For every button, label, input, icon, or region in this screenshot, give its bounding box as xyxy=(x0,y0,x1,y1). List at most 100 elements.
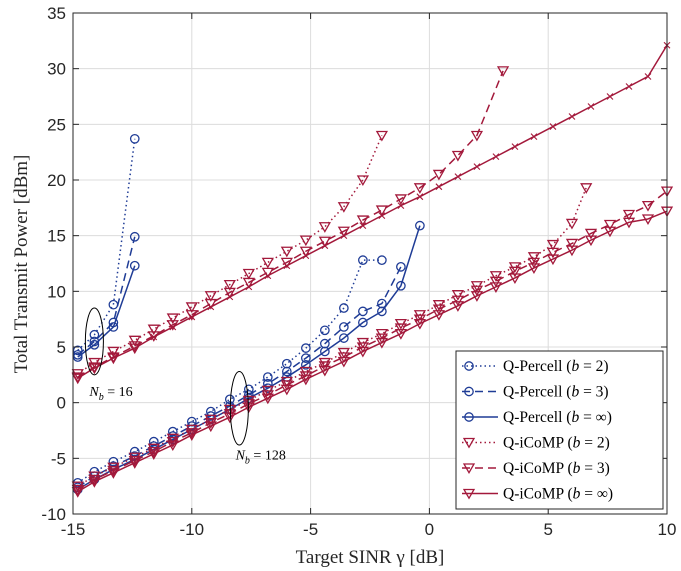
data-point xyxy=(584,228,598,240)
cross-stroke xyxy=(511,143,519,150)
data-point xyxy=(549,123,557,130)
data-point xyxy=(107,353,120,365)
data-point xyxy=(489,276,503,288)
data-point xyxy=(89,329,100,340)
cross-stroke xyxy=(226,293,234,301)
data-point xyxy=(223,280,236,291)
data-point xyxy=(644,73,652,80)
series-line xyxy=(77,236,136,356)
data-point xyxy=(508,273,522,285)
data-point xyxy=(511,143,519,150)
data-point xyxy=(397,202,405,209)
legend-item: Q-iCoMP (b = 3) xyxy=(462,460,610,477)
series-Nb16-percell-2 xyxy=(72,133,140,356)
data-point xyxy=(88,471,101,483)
y-tick-label: 15 xyxy=(47,227,66,246)
data-point xyxy=(356,346,369,358)
data-point xyxy=(565,245,579,257)
data-point xyxy=(150,333,158,341)
x-tick-label: -10 xyxy=(180,520,205,539)
y-tick-label: 25 xyxy=(47,115,66,134)
data-point xyxy=(584,235,598,247)
data-point xyxy=(625,83,633,90)
data-point xyxy=(377,255,387,266)
data-point xyxy=(318,222,331,233)
data-point xyxy=(603,226,617,238)
data-point xyxy=(128,458,141,469)
data-point xyxy=(546,239,560,251)
data-point xyxy=(451,301,465,312)
cross-stroke xyxy=(644,73,652,80)
data-point xyxy=(546,247,560,259)
legend-label: Q-Percell (b = 2) xyxy=(503,358,609,375)
data-point xyxy=(185,302,198,313)
legend-label: Q-Percell (b = 3) xyxy=(503,384,609,401)
data-point xyxy=(262,372,273,382)
annotation-1: Nb = 128 xyxy=(229,370,286,466)
cross-stroke xyxy=(587,103,595,110)
annotation-ellipse xyxy=(84,307,104,376)
data-point xyxy=(375,205,389,217)
data-point xyxy=(129,133,140,144)
data-point xyxy=(280,376,293,388)
data-point xyxy=(207,303,215,311)
data-point xyxy=(108,322,119,332)
data-point xyxy=(88,363,101,375)
cross-stroke xyxy=(492,153,500,161)
data-point xyxy=(89,339,100,350)
cross-stroke xyxy=(169,323,177,331)
data-point xyxy=(283,262,291,270)
data-point xyxy=(377,306,387,317)
data-point xyxy=(394,323,408,335)
data-point xyxy=(530,133,538,140)
data-point xyxy=(375,130,389,142)
data-point xyxy=(147,449,160,460)
data-point xyxy=(72,352,83,362)
annotation-0: Nb = 16 xyxy=(84,307,133,403)
legend-marker xyxy=(462,437,476,449)
x-tick-label: -5 xyxy=(303,520,318,539)
data-point xyxy=(264,272,272,280)
data-point xyxy=(416,193,424,201)
data-point xyxy=(394,328,408,340)
legend: Q-Percell (b = 2) Q-Percell (b = 3) Q-Perc… xyxy=(455,350,664,510)
data-point xyxy=(337,356,350,368)
data-point xyxy=(261,390,274,401)
annotation-label: Nb = 16 xyxy=(88,385,132,403)
data-point xyxy=(185,430,198,442)
cross-stroke xyxy=(302,252,310,260)
y-tick-label: 10 xyxy=(47,282,66,301)
data-point xyxy=(188,313,196,321)
data-point xyxy=(169,323,177,331)
data-point xyxy=(245,283,253,291)
cross-stroke xyxy=(416,193,424,201)
data-point xyxy=(320,325,330,336)
annotation-ellipse xyxy=(229,370,249,446)
data-point xyxy=(71,487,84,498)
data-point xyxy=(508,266,522,278)
y-tick-label: 20 xyxy=(47,171,66,190)
cross-stroke xyxy=(568,113,576,120)
data-point xyxy=(129,260,140,271)
y-tick-label: 35 xyxy=(47,4,66,23)
data-point xyxy=(396,280,406,291)
cross-stroke xyxy=(359,222,367,230)
data-point xyxy=(147,443,160,455)
legend-label: Q-iCoMP (b = ∞) xyxy=(503,486,613,503)
data-point xyxy=(413,183,427,194)
data-point xyxy=(339,333,349,343)
series-line xyxy=(77,187,587,487)
data-point xyxy=(375,337,389,349)
data-point xyxy=(622,217,636,229)
cross-stroke xyxy=(530,133,538,140)
legend-label: Q-iCoMP (b = 3) xyxy=(503,460,610,477)
data-point xyxy=(339,303,349,313)
data-point xyxy=(224,394,235,405)
data-point xyxy=(281,366,292,377)
data-point xyxy=(71,373,84,385)
cross-stroke xyxy=(473,163,481,171)
legend-item: Q-iCoMP (b = ∞) xyxy=(462,486,613,503)
cross-stroke xyxy=(245,283,253,291)
y-axis-label: Total Transmit Power [dBm] xyxy=(11,155,32,374)
data-point xyxy=(299,235,312,247)
